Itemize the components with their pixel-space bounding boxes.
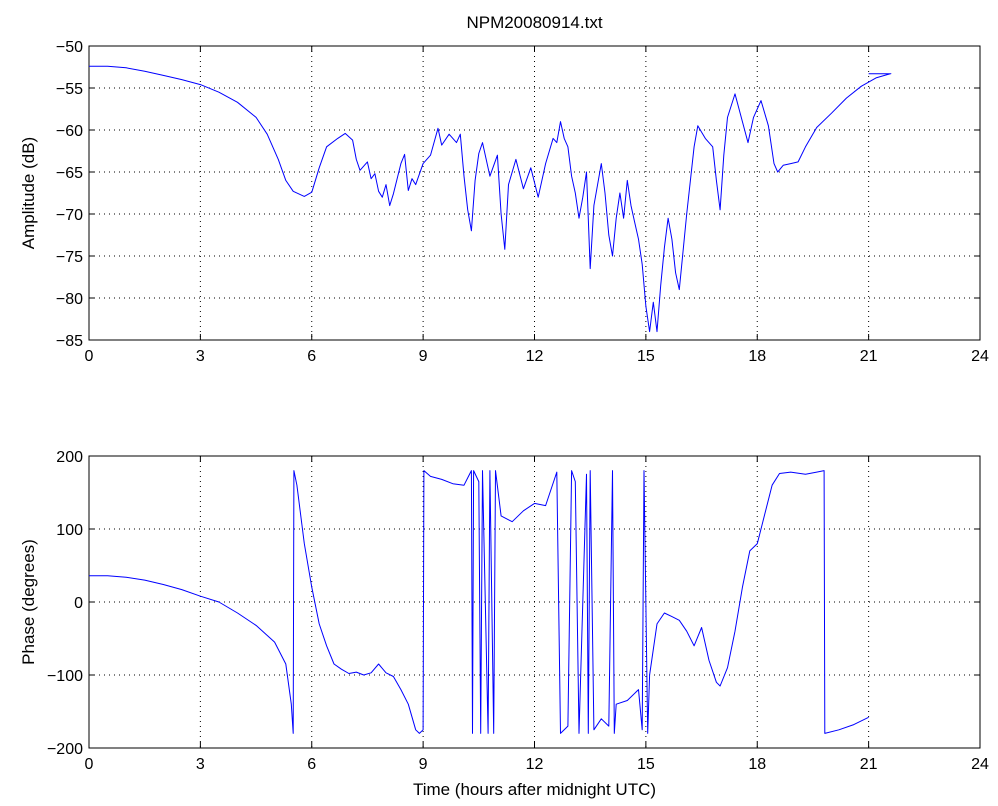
y-tick-label: −80 [56,291,83,308]
phase-chart: 0 3 6 9 12 15 18 21 24 −200 −100 0 100 200 Phase (deg… [19,449,989,799]
x-tick-label: 6 [307,348,316,365]
y-tick-label: −100 [47,668,83,685]
phase-y-axis-label: Phase (degrees) [19,539,38,665]
y-tick-label: −65 [56,165,83,182]
y-tick-label: −50 [56,39,83,56]
phase-series [89,470,869,734]
amplitude-ticks: 0 3 6 9 12 15 18 21 24 −85 −80 −75 −70 −65 −60 −55 −50 [56,39,989,365]
x-tick-label: 3 [196,756,205,773]
y-tick-label: 100 [56,522,83,539]
x-tick-label: 0 [85,348,94,365]
x-tick-label: 3 [196,348,205,365]
amplitude-line [89,65,892,333]
x-tick-label: 21 [860,348,878,365]
phase-line [89,470,869,734]
y-tick-label: 0 [74,595,83,612]
y-tick-label: −70 [56,207,83,224]
y-tick-label: −85 [56,333,83,350]
x-tick-label: 6 [307,756,316,773]
x-tick-label: 21 [860,756,878,773]
chart-title: NPM20080914.txt [466,13,602,32]
amplitude-grid [89,46,980,340]
y-tick-label: −75 [56,249,83,266]
y-tick-label: −55 [56,81,83,98]
time-x-axis-label: Time (hours after midnight UTC) [413,780,656,799]
phase-ticks: 0 3 6 9 12 15 18 21 24 −200 −100 0 100 200 [47,449,989,773]
x-tick-label: 18 [748,756,766,773]
amplitude-plot-area [88,45,981,341]
y-tick-label: 200 [56,449,83,466]
x-tick-label: 9 [419,348,428,365]
x-tick-label: 0 [85,756,94,773]
amplitude-chart: 0 3 6 9 12 15 18 21 24 −85 −80 −75 −70 −65 −60 −55 −50 N… [19,13,989,365]
x-tick-label: 24 [971,348,989,365]
y-tick-label: −60 [56,123,83,140]
amplitude-series [89,65,892,333]
x-tick-label: 24 [971,756,989,773]
x-tick-label: 15 [637,348,655,365]
y-tick-label: −200 [47,741,83,758]
x-tick-label: 15 [637,756,655,773]
x-tick-label: 12 [526,756,544,773]
x-tick-label: 9 [419,756,428,773]
amplitude-y-axis-label: Amplitude (dB) [19,137,38,249]
x-tick-label: 12 [526,348,544,365]
x-tick-label: 18 [748,348,766,365]
